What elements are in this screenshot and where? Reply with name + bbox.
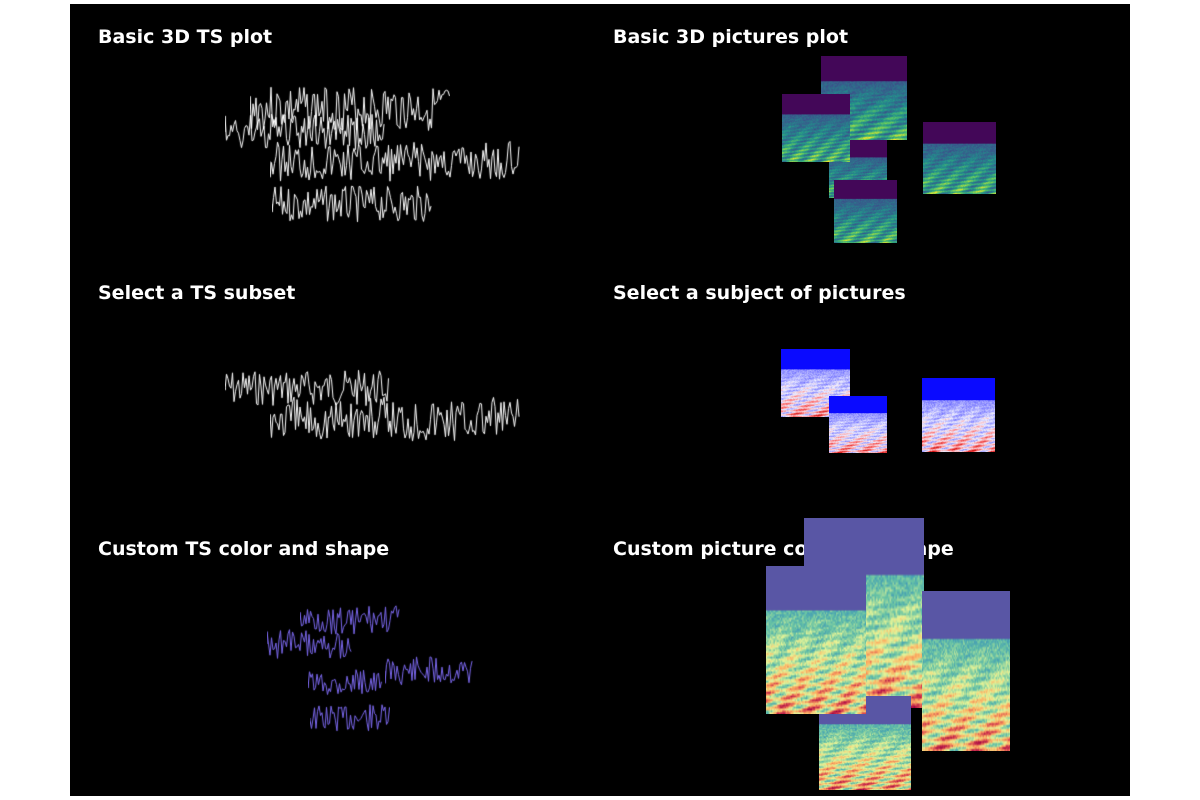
panel-title: Basic 3D pictures plot <box>613 26 849 48</box>
picture-tile <box>922 378 995 452</box>
ts-plot-area <box>70 516 600 772</box>
figure-canvas: Basic 3D TS plot Basic 3D pictures plot … <box>70 4 1130 796</box>
panel-title: Select a TS subset <box>98 282 296 304</box>
pictures-plot-area <box>600 4 1130 260</box>
ts-plot-area <box>70 260 600 516</box>
panel-select-ts: Select a TS subset <box>70 260 600 516</box>
panel-title: Select a subject of pictures <box>613 282 906 304</box>
pictures-plot-area <box>600 260 1130 516</box>
time-series-trace <box>310 703 390 733</box>
time-series-trace <box>270 139 520 184</box>
panel-title: Custom TS color and shape <box>98 538 390 560</box>
picture-tile <box>782 94 850 162</box>
panel-title: Basic 3D TS plot <box>98 26 273 48</box>
picture-tile <box>923 122 996 194</box>
picture-tile <box>766 566 866 714</box>
time-series-trace <box>267 628 352 660</box>
picture-tile <box>922 591 1010 751</box>
pictures-plot-area <box>600 516 1130 790</box>
time-series-trace <box>270 394 520 444</box>
panel-select-pictures: Select a subject of pictures <box>600 260 1130 516</box>
panel-basic-pictures: Basic 3D pictures plot <box>600 4 1130 260</box>
panel-custom-ts: Custom TS color and shape <box>70 516 600 772</box>
picture-tile <box>834 180 897 243</box>
ts-plot-area <box>70 4 600 260</box>
time-series-trace <box>272 184 432 224</box>
panel-custom-pictures: Custom picture color and shape <box>600 516 1130 790</box>
picture-tile <box>829 396 887 453</box>
time-series-trace <box>385 654 473 688</box>
time-series-trace <box>308 668 383 696</box>
panel-basic-ts: Basic 3D TS plot <box>70 4 600 260</box>
